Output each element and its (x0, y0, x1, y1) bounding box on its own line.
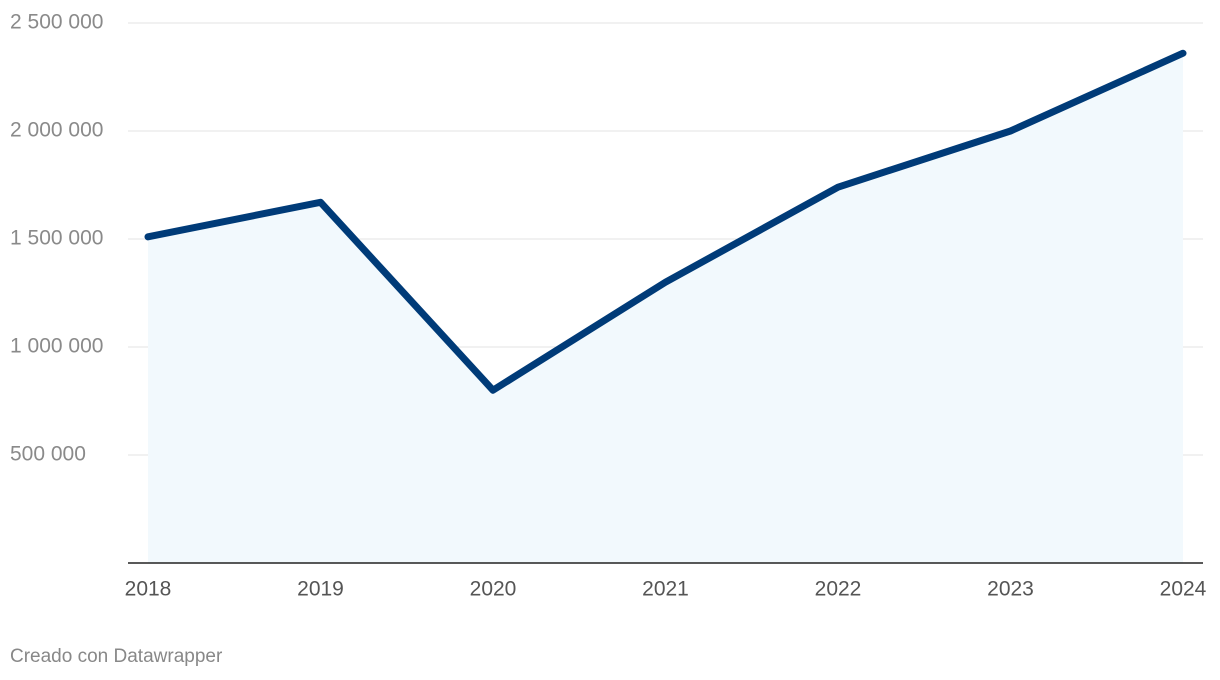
x-tick-label: 2023 (987, 578, 1034, 601)
x-tick-label: 2024 (1160, 578, 1207, 601)
y-tick-label: 500 000 (10, 443, 86, 466)
y-tick-label: 2 000 000 (10, 119, 103, 142)
x-tick-label: 2020 (470, 578, 517, 601)
y-tick-label: 1 500 000 (10, 227, 103, 250)
x-tick-label: 2022 (815, 578, 862, 601)
footer: Creado con Datawrapper (10, 646, 223, 667)
y-tick-label: 1 000 000 (10, 335, 103, 358)
x-tick-label: 2019 (297, 578, 344, 601)
area (148, 53, 1183, 564)
y-tick-label: 2 500 000 (10, 11, 103, 34)
line (144, 49, 1187, 394)
x-tick-label: 2018 (125, 578, 172, 601)
x-tick-label: 2021 (642, 578, 689, 601)
